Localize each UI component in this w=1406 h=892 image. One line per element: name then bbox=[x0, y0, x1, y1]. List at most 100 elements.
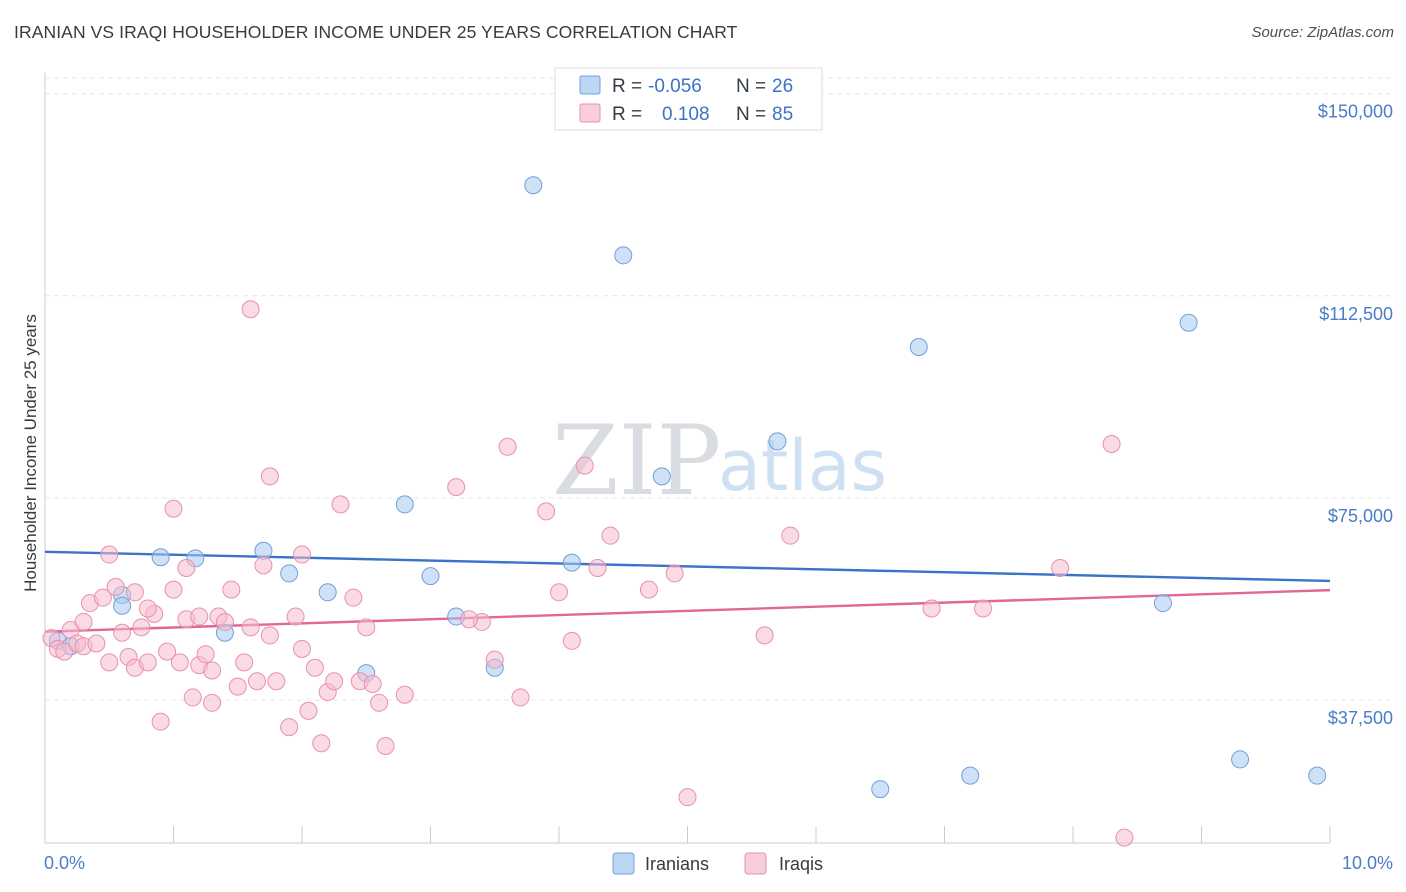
point-iraqis bbox=[280, 718, 299, 737]
point-iranians bbox=[280, 564, 299, 583]
point-iraqis bbox=[755, 626, 774, 645]
point-iranians bbox=[652, 467, 671, 486]
bottom-legend-iraqis: Iraqis bbox=[779, 854, 823, 874]
point-iraqis bbox=[485, 650, 504, 669]
point-iraqis bbox=[235, 653, 254, 672]
point-iraqis bbox=[215, 612, 234, 631]
point-iranians bbox=[1231, 750, 1250, 769]
point-iraqis bbox=[254, 556, 273, 575]
trend-line-iranians bbox=[44, 550, 1331, 583]
point-iraqis bbox=[639, 580, 658, 599]
point-iraqis bbox=[1115, 828, 1134, 847]
legend-swatch-iranians bbox=[579, 75, 601, 95]
point-iraqis bbox=[498, 437, 517, 456]
watermark-atlas: atlas bbox=[718, 425, 887, 507]
y-axis-label: Householder Income Under 25 years bbox=[21, 314, 40, 592]
point-iraqis bbox=[248, 672, 267, 691]
y-tick-label: $112,500 bbox=[1319, 304, 1393, 324]
point-iraqis bbox=[575, 456, 594, 475]
point-iraqis bbox=[678, 788, 697, 807]
correlation-legend: R = -0.056 N = 26 R = 0.108 N = 85 bbox=[554, 67, 823, 131]
point-iraqis bbox=[241, 618, 260, 637]
point-iraqis bbox=[260, 626, 279, 645]
grid-lines bbox=[45, 77, 1395, 701]
bottom-legend-swatch-iraqis bbox=[744, 852, 767, 875]
point-iraqis bbox=[87, 634, 106, 653]
point-iraqis bbox=[100, 545, 119, 564]
bottom-legend-swatch-iranians bbox=[612, 852, 635, 875]
point-iraqis bbox=[1102, 435, 1121, 454]
point-iraqis bbox=[170, 653, 189, 672]
point-iranians bbox=[909, 337, 928, 356]
point-iranians bbox=[614, 246, 633, 265]
series-legend: Iranians Iraqis bbox=[612, 852, 823, 875]
point-iraqis bbox=[260, 467, 279, 486]
bottom-legend-iranians: Iranians bbox=[645, 854, 709, 874]
point-iraqis bbox=[305, 658, 324, 677]
point-iraqis bbox=[164, 499, 183, 518]
point-iraqis bbox=[562, 631, 581, 650]
point-iraqis bbox=[267, 672, 286, 691]
point-iranians bbox=[524, 176, 543, 195]
x-tick-label-min: 0.0% bbox=[44, 853, 85, 873]
legend-n-label-1: N = bbox=[736, 76, 766, 97]
point-iranians bbox=[1153, 594, 1172, 613]
data-points bbox=[42, 176, 1327, 847]
y-tick-label: $37,500 bbox=[1328, 708, 1393, 728]
point-iraqis bbox=[331, 495, 350, 514]
point-iraqis bbox=[974, 599, 993, 618]
y-tick-label: $75,000 bbox=[1328, 506, 1393, 526]
point-iraqis bbox=[588, 559, 607, 578]
point-iraqis bbox=[460, 610, 479, 629]
x-tick-label-max: 10.0% bbox=[1342, 853, 1393, 873]
point-iranians bbox=[151, 548, 170, 567]
point-iranians bbox=[1179, 313, 1198, 332]
point-iranians bbox=[395, 495, 414, 514]
legend-r-label-2: R = bbox=[612, 104, 642, 125]
point-iraqis bbox=[395, 685, 414, 704]
point-iraqis bbox=[293, 545, 311, 564]
point-iraqis bbox=[241, 300, 260, 319]
point-iraqis bbox=[177, 559, 196, 578]
point-iraqis bbox=[376, 736, 395, 755]
point-iraqis bbox=[113, 623, 132, 642]
legend-swatch-iraqis bbox=[579, 103, 601, 123]
point-iraqis bbox=[158, 642, 177, 661]
point-iranians bbox=[318, 583, 337, 602]
point-iraqis bbox=[228, 677, 247, 696]
point-iranians bbox=[113, 596, 132, 615]
point-iraqis bbox=[447, 478, 466, 497]
legend-r-label-1: R = bbox=[612, 76, 642, 97]
point-iranians bbox=[1308, 766, 1327, 785]
point-iraqis bbox=[222, 580, 241, 599]
point-iraqis bbox=[293, 639, 311, 658]
axes: $37,500 $75,000 $112,500 $150,000 0.0% 10.0% bbox=[44, 72, 1393, 873]
point-iraqis bbox=[183, 688, 202, 707]
point-iraqis bbox=[286, 607, 305, 626]
point-iraqis bbox=[203, 661, 222, 680]
legend-n-label-2: N = bbox=[736, 104, 766, 125]
point-iraqis bbox=[1051, 559, 1070, 578]
point-iraqis bbox=[601, 526, 620, 545]
legend-n-value-2: 85 bbox=[772, 104, 793, 125]
point-iraqis bbox=[299, 701, 318, 720]
point-iranians bbox=[562, 553, 581, 572]
point-iraqis bbox=[106, 577, 125, 596]
point-iranians bbox=[421, 567, 440, 586]
point-iraqis bbox=[164, 580, 183, 599]
point-iraqis bbox=[325, 672, 344, 691]
point-iraqis bbox=[312, 734, 331, 753]
point-iraqis bbox=[363, 674, 382, 693]
legend-r-value-2: 0.108 bbox=[662, 104, 710, 125]
point-iraqis bbox=[138, 653, 157, 672]
point-iraqis bbox=[922, 599, 941, 618]
point-iraqis bbox=[781, 526, 800, 545]
trend-line-iraqis bbox=[44, 588, 1331, 633]
point-iraqis bbox=[537, 502, 556, 521]
point-iraqis bbox=[550, 583, 568, 602]
point-iranians bbox=[768, 432, 787, 451]
y-tick-label: $150,000 bbox=[1318, 102, 1393, 122]
point-iraqis bbox=[370, 693, 389, 712]
legend-r-value-1: -0.056 bbox=[648, 76, 702, 97]
